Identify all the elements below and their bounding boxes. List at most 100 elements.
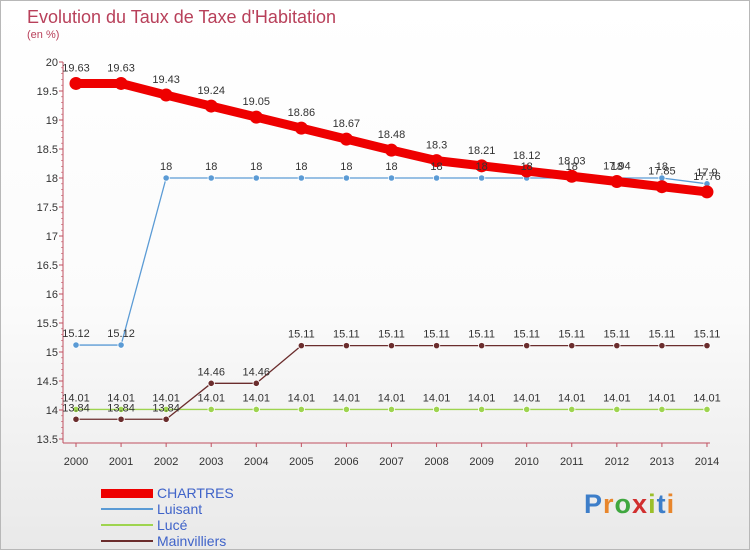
- data-label-lucé: 14.01: [603, 392, 631, 404]
- data-label-chartres: 18.03: [558, 155, 586, 167]
- legend-label: Luisant: [157, 501, 203, 517]
- data-label-luisant: 18: [566, 161, 578, 173]
- y-tick-label: 14.5: [37, 376, 58, 388]
- data-point-luisant: [478, 174, 486, 182]
- data-point-lucé: [252, 405, 260, 414]
- data-point-mainvilliers: [432, 342, 441, 350]
- data-point-lucé: [162, 405, 170, 414]
- legend-swatch: [101, 540, 153, 542]
- data-label-chartres: 19.43: [152, 74, 180, 86]
- x-tick-label: 2009: [469, 456, 493, 468]
- data-point-luisant: [297, 174, 305, 182]
- data-label-chartres: 19.05: [243, 96, 271, 108]
- x-tick-label: 2005: [289, 456, 313, 468]
- data-point-mainvilliers: [207, 379, 215, 387]
- x-tick-label: 2014: [695, 456, 719, 468]
- data-label-lucé: 14.01: [152, 392, 180, 404]
- legend-swatch: [101, 524, 153, 526]
- data-point-luisant: [432, 174, 441, 182]
- data-label-luisant: 18: [160, 161, 172, 173]
- data-label-lucé: 14.01: [243, 392, 271, 404]
- legend-item: Luisant: [101, 501, 234, 517]
- data-point-mainvilliers: [387, 342, 396, 350]
- data-label-mainvilliers: 13.84: [107, 402, 135, 414]
- y-tick-label: 16.5: [37, 260, 58, 272]
- data-point-chartres: [249, 110, 263, 124]
- data-point-chartres: [294, 121, 308, 135]
- data-point-luisant: [162, 174, 170, 182]
- data-point-lucé: [523, 405, 531, 414]
- data-label-chartres: 18.21: [468, 145, 496, 157]
- series-line-luisant: [75, 177, 708, 346]
- data-point-mainvilliers: [613, 342, 621, 350]
- logo-letter: x: [632, 489, 649, 519]
- logo-letter: i: [666, 489, 676, 519]
- data-point-mainvilliers: [117, 415, 125, 423]
- legend: CHARTRES Luisant Lucé Mainvilliers: [101, 485, 234, 549]
- data-label-lucé: 14.01: [333, 392, 361, 404]
- logo-letter: o: [614, 489, 633, 519]
- data-label-lucé: 14.01: [513, 392, 541, 404]
- data-label-mainvilliers: 15.11: [694, 329, 721, 341]
- chart-subtitle: (en %): [27, 29, 60, 41]
- data-label-mainvilliers: 15.11: [513, 329, 540, 341]
- x-tick-label: 2013: [650, 456, 674, 468]
- data-point-lucé: [703, 405, 711, 414]
- logo-letter: P: [584, 489, 604, 519]
- x-tick-label: 2007: [379, 456, 403, 468]
- data-label-lucé: 14.01: [107, 392, 135, 404]
- data-label-luisant: 18: [205, 161, 217, 173]
- data-label-mainvilliers: 13.84: [62, 402, 90, 414]
- data-point-mainvilliers: [162, 415, 170, 423]
- data-point-lucé: [117, 405, 125, 414]
- data-label-luisant: 18: [340, 161, 352, 173]
- data-label-mainvilliers: 15.11: [468, 329, 495, 341]
- data-label-lucé: 14.01: [62, 392, 90, 404]
- data-label-mainvilliers: 15.11: [378, 329, 405, 341]
- proxiti-logo: Proxiti: [584, 489, 675, 520]
- data-label-lucé: 14.01: [648, 392, 676, 404]
- data-label-luisant: 18: [656, 161, 668, 173]
- data-label-lucé: 14.01: [197, 392, 225, 404]
- data-point-mainvilliers: [297, 342, 305, 350]
- y-tick-label: 17: [46, 231, 58, 243]
- data-point-mainvilliers: [478, 342, 486, 350]
- data-point-luisant: [72, 341, 80, 349]
- y-tick-label: 15: [46, 347, 58, 359]
- legend-label: CHARTRES: [157, 485, 234, 501]
- data-point-chartres: [159, 88, 173, 102]
- data-point-luisant: [207, 174, 215, 182]
- data-label-chartres: 19.24: [197, 85, 225, 97]
- data-point-luisant: [342, 174, 351, 182]
- data-point-lucé: [387, 405, 396, 414]
- data-label-mainvilliers: 15.11: [288, 329, 315, 341]
- legend-swatch: [101, 508, 153, 510]
- data-point-mainvilliers: [658, 342, 666, 350]
- data-label-mainvilliers: 14.46: [197, 366, 225, 378]
- y-tick-label: 13.5: [37, 434, 58, 446]
- data-label-chartres: 19.63: [107, 62, 135, 74]
- legend-item: Lucé: [101, 517, 234, 533]
- data-point-lucé: [568, 405, 576, 414]
- x-tick-label: 2012: [605, 456, 629, 468]
- x-tick-label: 2002: [154, 456, 178, 468]
- chart-title: Evolution du Taux de Taxe d'Habitation: [27, 7, 336, 27]
- data-label-lucé: 14.01: [378, 392, 406, 404]
- data-label-chartres: 17.94: [603, 160, 631, 172]
- x-tick-label: 2006: [334, 456, 358, 468]
- data-label-luisant: 18: [250, 161, 262, 173]
- data-label-chartres: 18.86: [288, 107, 316, 119]
- data-point-lucé: [207, 405, 215, 414]
- data-point-mainvilliers: [342, 342, 351, 350]
- x-tick-label: 2008: [424, 456, 448, 468]
- legend-label: Lucé: [157, 517, 188, 533]
- x-tick-label: 2011: [560, 456, 584, 468]
- data-label-lucé: 14.01: [693, 392, 721, 404]
- data-label-lucé: 14.01: [558, 392, 586, 404]
- data-point-chartres: [565, 169, 579, 183]
- data-label-mainvilliers: 13.84: [152, 402, 180, 414]
- legend-label: Mainvilliers: [157, 533, 227, 549]
- data-point-chartres: [204, 99, 218, 113]
- data-point-chartres: [700, 185, 714, 199]
